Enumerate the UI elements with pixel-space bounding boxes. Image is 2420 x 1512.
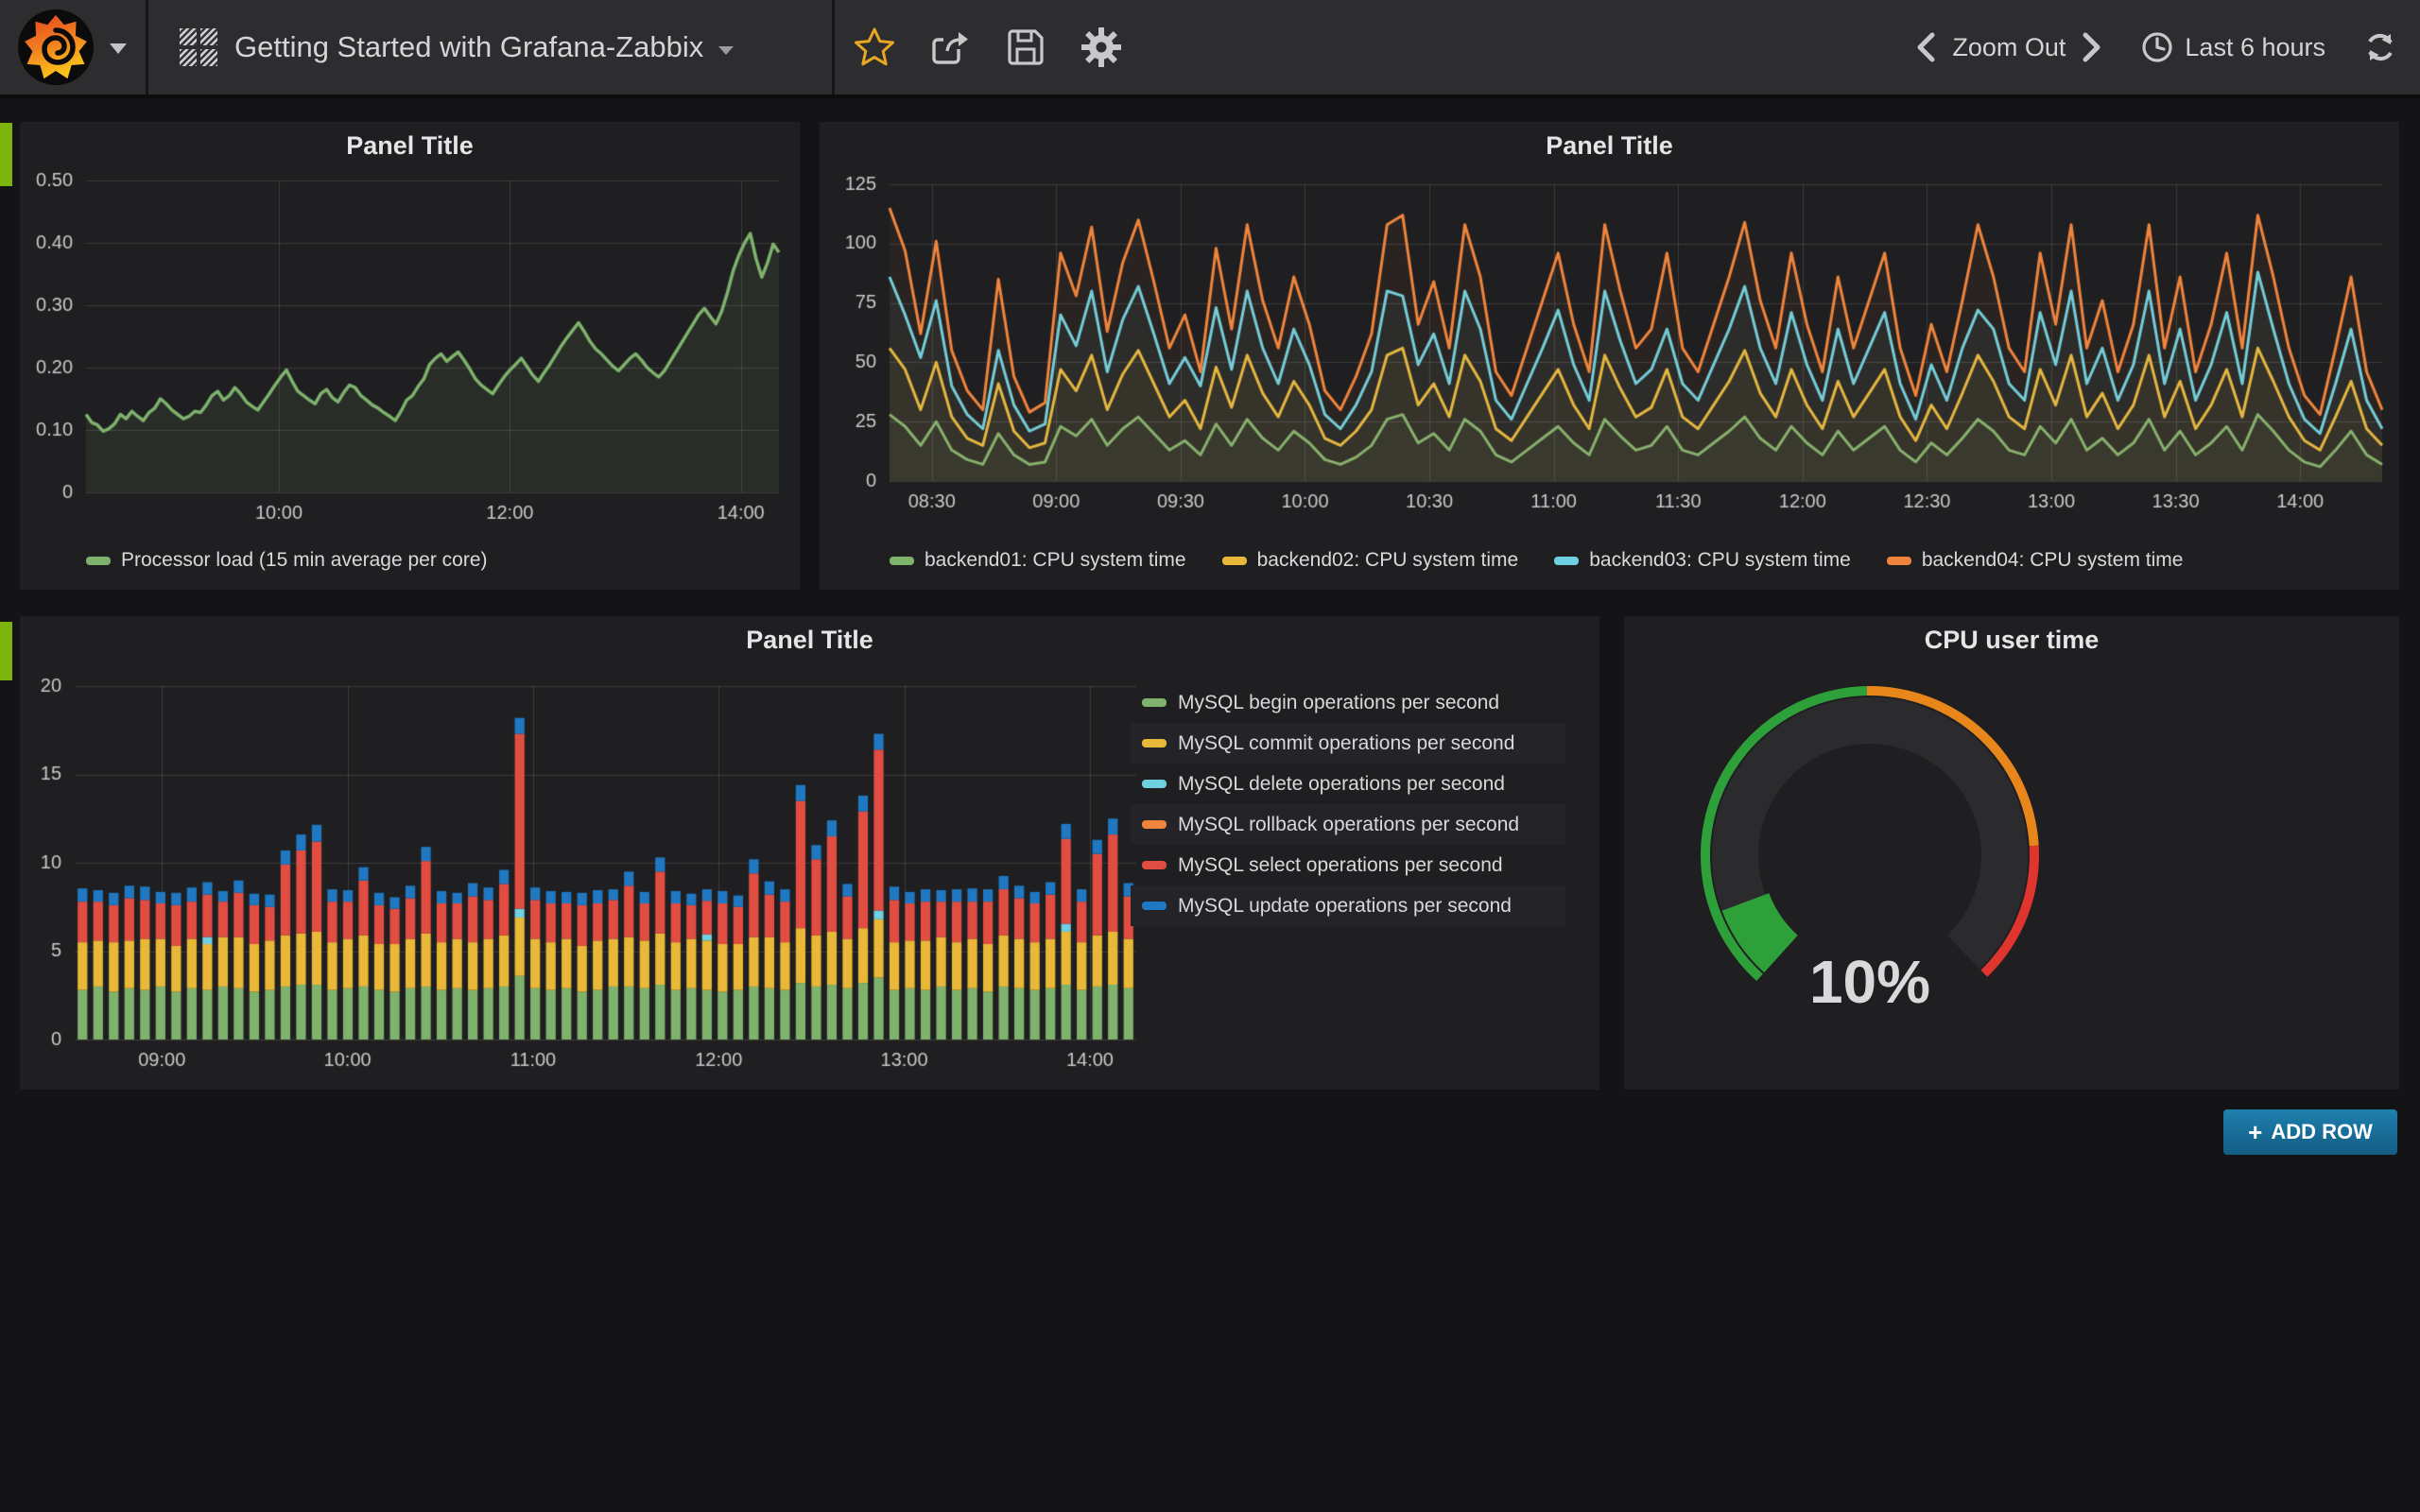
- legend-item[interactable]: Processor load (15 min average per core): [86, 549, 488, 572]
- row-collapse-tab[interactable]: [0, 123, 12, 186]
- chart-legend: backend01: CPU system time backend02: CPU…: [890, 549, 2219, 572]
- legend-item[interactable]: backend02: CPU system time: [1221, 549, 1519, 572]
- legend-swatch-icon: [1886, 556, 1911, 565]
- panel-title[interactable]: Panel Title: [346, 131, 474, 160]
- gauge-value-arc: [1721, 893, 1798, 973]
- add-row-label: ADD ROW: [2271, 1120, 2373, 1143]
- cpu-user-time-gauge: [1624, 654, 2399, 1089]
- gauge-body-arc: [1712, 697, 2029, 973]
- plus-icon: +: [2248, 1117, 2263, 1146]
- mysql-operations-chart[interactable]: [27, 658, 1148, 1083]
- legend-label: MySQL update operations per second: [1178, 894, 1512, 917]
- dashboard-settings-button[interactable]: [1064, 0, 1138, 94]
- legend-label: backend01: CPU system time: [925, 549, 1186, 571]
- legend-item[interactable]: backend04: CPU system time: [1886, 549, 2184, 572]
- legend-label: MySQL rollback operations per second: [1178, 813, 1520, 835]
- share-dashboard-button[interactable]: [913, 0, 987, 94]
- gauge-threshold-arc: [1866, 686, 2039, 847]
- time-range-label: Last 6 hours: [2185, 32, 2325, 61]
- settings-gear-icon: [1081, 27, 1121, 67]
- legend-label: MySQL begin operations per second: [1178, 691, 1500, 713]
- panel-mysql-operations: Panel Title MySQL begin operations per s…: [20, 616, 1599, 1090]
- legend-item[interactable]: MySQL rollback operations per second: [1131, 804, 1565, 845]
- legend-swatch-icon: [890, 556, 914, 565]
- star-icon: [855, 27, 894, 66]
- legend-label: backend03: CPU system time: [1589, 549, 1851, 571]
- legend-swatch-icon: [86, 556, 111, 565]
- chart-legend: Processor load (15 min average per core): [86, 549, 524, 572]
- caret-down-icon: [110, 43, 127, 54]
- dashboard-title-button[interactable]: Getting Started with Grafana-Zabbix: [180, 0, 735, 94]
- gauge-value: 10%: [1808, 948, 1931, 1016]
- navbar-divider: [832, 0, 835, 94]
- share-icon: [932, 32, 968, 64]
- processor-load-chart[interactable]: [27, 163, 792, 541]
- legend-label: MySQL commit operations per second: [1178, 731, 1515, 754]
- add-row-button[interactable]: + ADD ROW: [2223, 1109, 2397, 1155]
- legend-label: Processor load (15 min average per core): [121, 549, 488, 571]
- legend-item[interactable]: MySQL commit operations per second: [1131, 723, 1565, 764]
- legend-item[interactable]: backend01: CPU system time: [890, 549, 1186, 572]
- panel-title[interactable]: Panel Title: [746, 626, 873, 654]
- legend-swatch-icon: [1142, 698, 1167, 707]
- clock-icon: [2142, 32, 2173, 62]
- legend-swatch-icon: [1142, 902, 1167, 910]
- legend-item[interactable]: MySQL update operations per second: [1131, 885, 1565, 926]
- dashboard-grid-icon: [180, 28, 217, 66]
- cpu-system-time-chart[interactable]: [827, 163, 2392, 541]
- navbar: Getting Started with Grafana-Zabbix: [0, 0, 2420, 98]
- zoom-out-button[interactable]: Zoom Out: [1952, 32, 2066, 61]
- zoom-out-right-chevron-button[interactable]: [2081, 31, 2103, 63]
- legend-item[interactable]: backend03: CPU system time: [1554, 549, 1851, 572]
- legend-item[interactable]: MySQL begin operations per second: [1131, 682, 1565, 723]
- legend-label: MySQL delete operations per second: [1178, 772, 1505, 795]
- legend-swatch-icon: [1142, 780, 1167, 788]
- caret-down-icon: [718, 45, 735, 55]
- legend-label: backend04: CPU system time: [1921, 549, 2184, 571]
- legend-item[interactable]: MySQL delete operations per second: [1131, 764, 1565, 804]
- legend-swatch-icon: [1554, 556, 1580, 565]
- chart-legend: MySQL begin operations per second MySQL c…: [1131, 682, 1565, 926]
- save-icon: [1008, 29, 1044, 65]
- grafana-logo-button[interactable]: [0, 0, 148, 94]
- legend-item[interactable]: MySQL select operations per second: [1131, 845, 1565, 885]
- chevron-left-icon: [1917, 32, 1935, 62]
- legend-label: backend02: CPU system time: [1256, 549, 1519, 571]
- panel-title[interactable]: CPU user time: [1924, 626, 2100, 654]
- panel-processor-load: Panel Title Processor load (15 min avera…: [20, 122, 800, 590]
- legend-swatch-icon: [1142, 739, 1167, 747]
- grafana-logo-icon: [18, 9, 94, 85]
- row-collapse-tab[interactable]: [0, 622, 12, 680]
- star-dashboard-button[interactable]: [838, 0, 911, 94]
- gauge-threshold-arc: [1980, 845, 2040, 977]
- legend-swatch-icon: [1142, 820, 1167, 829]
- refresh-icon: [2368, 33, 2393, 61]
- panel-title[interactable]: Panel Title: [1546, 131, 1673, 160]
- chevron-right-icon: [2083, 32, 2100, 62]
- legend-label: MySQL select operations per second: [1178, 853, 1503, 876]
- panel-cpu-user-time-gauge: CPU user time 10%: [1624, 616, 2399, 1090]
- legend-swatch-icon: [1142, 861, 1167, 869]
- panel-cpu-system-time: Panel Title backend01: CPU system time ba…: [820, 122, 2399, 590]
- time-range-picker-button[interactable]: Last 6 hours: [2141, 31, 2325, 63]
- dashboard-title: Getting Started with Grafana-Zabbix: [234, 30, 704, 63]
- zoom-out-left-chevron-button[interactable]: [1914, 31, 1937, 63]
- refresh-button[interactable]: [2363, 30, 2397, 64]
- save-dashboard-button[interactable]: [989, 0, 1063, 94]
- legend-swatch-icon: [1221, 556, 1247, 565]
